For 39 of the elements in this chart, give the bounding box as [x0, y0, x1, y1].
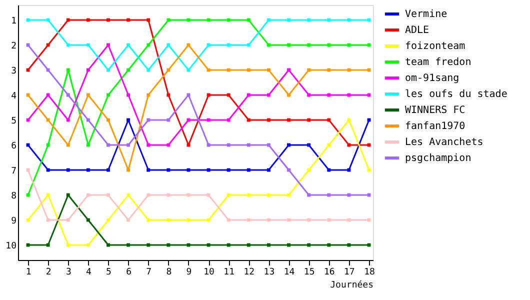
y-tick-label: 9 [11, 216, 16, 226]
x-tick-label: 9 [186, 268, 192, 278]
y-tick-label: 3 [11, 66, 16, 76]
x-tick-label: 6 [126, 268, 132, 278]
x-tick-label: 17 [344, 268, 355, 278]
x-tick-label: 4 [86, 268, 92, 278]
x-tick-label: 16 [324, 268, 335, 278]
legend-label: team fredon [405, 57, 472, 68]
y-tick-label: 10 [6, 242, 16, 252]
x-tick-label: 3 [66, 268, 72, 278]
y-tick-label: 7 [11, 166, 16, 176]
legend-label: WINNERS FC [405, 105, 466, 116]
y-tick-label: 6 [11, 142, 16, 152]
y-tick-label: 2 [11, 42, 16, 52]
x-tick-label: 11 [224, 268, 235, 278]
x-tick-label: 18 [364, 268, 375, 278]
x-tick-label: 10 [204, 268, 214, 278]
x-tick-label: 14 [284, 268, 295, 278]
legend-label: Vermine [405, 9, 448, 20]
x-tick-label: 5 [106, 268, 112, 278]
legend-label: psgchampion [405, 153, 472, 164]
x-axis-title: Journées [330, 280, 374, 290]
legend-label: ADLE [405, 25, 430, 36]
x-tick-label: 2 [46, 268, 52, 278]
y-tick-label: 1 [11, 16, 16, 26]
y-tick-label: 4 [11, 92, 16, 102]
x-tick-label: 15 [304, 268, 315, 278]
legend-label: Les Avanchets [405, 137, 484, 148]
x-tick-label: 7 [146, 268, 152, 278]
x-tick-label: 12 [244, 268, 255, 278]
legend-label: les oufs du stade [405, 89, 508, 100]
y-tick-label: 8 [11, 192, 16, 202]
legend-label: foizonteam [405, 41, 466, 52]
x-tick-label: 1 [26, 268, 32, 278]
x-tick-label: 13 [264, 268, 275, 278]
legend-label: om-91sang [405, 73, 460, 84]
y-tick-label: 5 [11, 116, 16, 126]
legend-label: fanfan1970 [405, 121, 466, 132]
x-tick-label: 8 [166, 268, 172, 278]
